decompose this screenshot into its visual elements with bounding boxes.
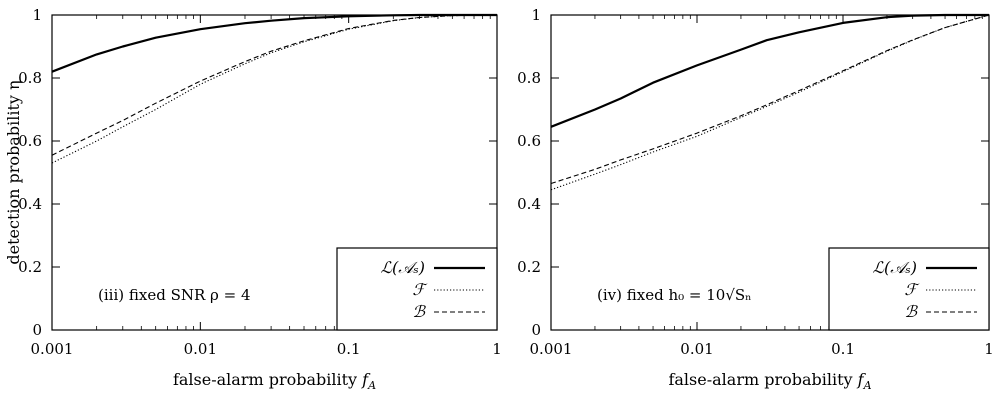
left-chart-panel: 0.001 0.01 0.1 1 0 0.2 0.4 0.6 0.8 1 false-alarm p… (4, 6, 502, 392)
series-line (51, 13, 497, 73)
x-tick-label: 0.01 (680, 340, 713, 358)
x-tick-label: 1 (492, 340, 502, 358)
y-tick-label: 1 (531, 6, 541, 24)
x-tick-label: 0.001 (31, 340, 74, 358)
x-axis-label: false-alarm probability fA (173, 370, 376, 392)
series-line (51, 14, 498, 164)
panel-annotation: (iv) fixed h₀ = 10√Sₙ (597, 286, 752, 304)
x-tick-label: 1 (984, 340, 993, 358)
legend-label: ℒ(𝒜ₛ) (872, 258, 917, 277)
y-tick-label: 0.4 (517, 195, 541, 213)
y-tick-label: 0 (531, 321, 541, 339)
series-line (550, 14, 990, 191)
y-tick-label: 0 (32, 321, 42, 339)
x-tick-label: 0.1 (337, 340, 361, 358)
x-tick-label: 0.001 (530, 340, 573, 358)
legend-label: ℒ(𝒜ₛ) (380, 258, 425, 277)
legend-label: ℬ (412, 302, 426, 321)
panel-annotation: (iii) fixed SNR ρ = 4 (98, 286, 251, 304)
y-tick-label: 0.8 (18, 69, 42, 87)
series-line (51, 14, 498, 156)
y-tick-label: 0.4 (18, 195, 42, 213)
legend-label: ℱ (904, 280, 920, 299)
y-tick-label: 0.2 (517, 258, 541, 276)
series-line (550, 14, 990, 185)
y-tick-label: 0.6 (18, 132, 42, 150)
right-chart-panel: 0.001 0.01 0.1 1 0 0.2 0.4 0.6 0.8 1 false-alarm p… (517, 6, 993, 392)
legend-box (336, 247, 498, 331)
y-axis-label: detection probability η (4, 80, 23, 264)
y-tick-label: 0.6 (517, 132, 541, 150)
legend-box (828, 247, 990, 331)
legend-label: ℱ (412, 280, 428, 299)
y-tick-label: 0.2 (18, 258, 42, 276)
series-line (550, 13, 989, 128)
legend-label: ℬ (904, 302, 918, 321)
y-tick-label: 0.8 (517, 69, 541, 87)
plot-frame (550, 14, 990, 331)
x-axis-label: false-alarm probability fA (668, 370, 871, 392)
plot-frame (51, 14, 498, 331)
x-tick-label: 0.1 (831, 340, 855, 358)
x-tick-label: 0.01 (184, 340, 217, 358)
y-tick-label: 1 (32, 6, 42, 24)
